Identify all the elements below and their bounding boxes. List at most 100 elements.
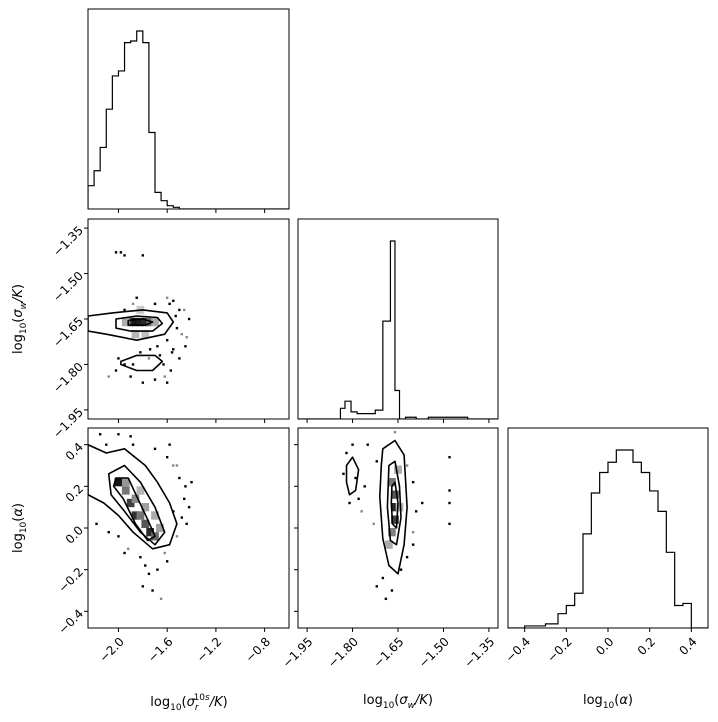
scatter-point [348, 501, 351, 505]
density-cell [126, 317, 135, 327]
density-panel-sigma-r-vs-sigma-w [87, 218, 290, 420]
scatter-point [405, 464, 409, 467]
scatter-point [98, 433, 102, 436]
scatter-point [411, 480, 415, 484]
scatter-point [172, 299, 175, 303]
scatter-point [135, 296, 138, 299]
x-tick-label: −0.8 [243, 635, 274, 666]
x-tick-label: −1.6 [145, 635, 176, 666]
scatter-point [375, 460, 378, 463]
scatter-point [169, 369, 173, 372]
scatter-point [165, 296, 169, 299]
scatter-point [141, 381, 145, 384]
scatter-point [141, 254, 145, 257]
scatter-point [342, 472, 345, 476]
scatter-point [114, 251, 118, 254]
scatter-point [123, 363, 126, 366]
x-tick-label: −0.4 [503, 635, 534, 666]
density-cell [131, 317, 140, 327]
scatter-point [144, 564, 147, 567]
scatter-point [151, 589, 154, 592]
density-cell [394, 465, 402, 474]
scatter-point [123, 551, 126, 555]
panel-frame [297, 427, 499, 629]
scatter-point [139, 555, 142, 559]
scatter-point [366, 443, 369, 446]
density-cell [388, 528, 396, 537]
x-tick-label: −2.0 [96, 635, 127, 666]
contour-lines [88, 443, 178, 550]
scatter-point [180, 516, 183, 519]
scatter-point [184, 345, 187, 348]
x-tick-label: −1.35 [461, 635, 497, 671]
scatter-point [411, 543, 415, 546]
scatter-point [117, 357, 120, 360]
scatter-point [114, 369, 118, 372]
scatter-point [153, 447, 157, 451]
density-cell [141, 519, 150, 528]
scatter-point [165, 455, 169, 459]
density-cell [391, 515, 399, 524]
scatter-point [184, 485, 187, 488]
y-axis-label-alpha: log10(α) [11, 503, 29, 553]
contour-line [390, 481, 399, 529]
scatter-point [354, 476, 357, 480]
density-cell [121, 486, 130, 495]
scatter-point [95, 522, 98, 526]
density-cell [388, 478, 396, 487]
scatter-point [381, 576, 385, 580]
contour-line [88, 443, 178, 550]
scatter-point [123, 308, 126, 312]
y-tick-label: −1.65 [50, 314, 86, 350]
scatter-point [175, 326, 179, 330]
scatter-point [153, 302, 157, 306]
histogram-panel-sigma-r [87, 8, 290, 210]
x-tick-label: −1.2 [194, 635, 225, 666]
scatter-point [141, 585, 145, 588]
panel-frame [507, 427, 709, 629]
scatter-point [147, 357, 151, 360]
x-tick-label: −1.80 [325, 635, 361, 671]
panel-frame [87, 427, 290, 629]
histogram-step-sigma-w [298, 240, 498, 419]
scatter-point [185, 335, 188, 339]
x-tick-label: 0.4 [676, 635, 699, 658]
y-tick-label: −1.50 [50, 269, 86, 305]
density-cell [141, 329, 150, 339]
scatter-point [390, 589, 394, 592]
scatter-point [156, 568, 159, 571]
scatter-point [127, 547, 130, 551]
density-cell [141, 317, 150, 327]
panel-frame [297, 218, 499, 420]
scatter-points [342, 430, 451, 601]
scatter-point [405, 555, 409, 559]
contour-line [120, 354, 164, 372]
scatter-point [363, 485, 366, 488]
scatter-point [393, 430, 397, 434]
scatter-point [421, 501, 424, 505]
scatter-point [159, 597, 163, 601]
density-cells [385, 465, 404, 549]
scatter-point [384, 597, 388, 601]
scatter-point [163, 375, 166, 378]
scatter-point [129, 375, 132, 378]
scatter-point [448, 522, 451, 526]
scatter-point [131, 302, 135, 306]
density-cell [131, 511, 140, 520]
density-panel-sigma-r-vs-alpha [87, 427, 290, 629]
scatter-point [147, 572, 151, 576]
scatter-point [375, 585, 378, 588]
density-cell [141, 503, 150, 512]
y-tick-label: −0.4 [56, 607, 87, 638]
contour-lines [345, 439, 408, 575]
y-tick-label: 0.2 [63, 482, 86, 505]
scatter-point [178, 308, 181, 312]
contour-line [345, 456, 360, 496]
y-tick-label: −1.35 [50, 223, 86, 259]
scatter-point [411, 530, 415, 534]
scatter-point [187, 505, 191, 509]
scatter-point [105, 443, 108, 446]
y-tick-label: −1.95 [50, 405, 86, 441]
x-axis-label-alpha: log10(α) [583, 693, 633, 711]
